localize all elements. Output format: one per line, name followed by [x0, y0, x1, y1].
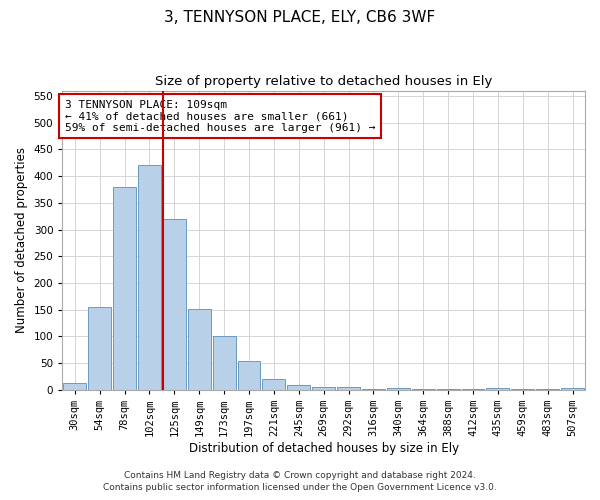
Bar [64, 383, 86, 390]
Bar [212, 336, 236, 390]
Bar [487, 388, 509, 390]
Bar [461, 389, 484, 390]
Bar [287, 384, 310, 390]
Bar [88, 307, 111, 390]
Text: 3, TENNYSON PLACE, ELY, CB6 3WF: 3, TENNYSON PLACE, ELY, CB6 3WF [164, 10, 436, 25]
Bar [387, 388, 410, 390]
Bar [337, 387, 360, 390]
Bar [138, 166, 161, 390]
Bar [262, 379, 286, 390]
Bar [561, 388, 584, 390]
X-axis label: Distribution of detached houses by size in Ely: Distribution of detached houses by size … [188, 442, 459, 455]
Bar [412, 389, 434, 390]
Bar [312, 387, 335, 390]
Bar [188, 308, 211, 390]
Bar [238, 360, 260, 390]
Bar [536, 389, 559, 390]
Bar [511, 389, 534, 390]
Bar [113, 187, 136, 390]
Bar [163, 219, 186, 390]
Bar [362, 389, 385, 390]
Title: Size of property relative to detached houses in Ely: Size of property relative to detached ho… [155, 75, 493, 88]
Y-axis label: Number of detached properties: Number of detached properties [15, 147, 28, 333]
Text: Contains HM Land Registry data © Crown copyright and database right 2024.
Contai: Contains HM Land Registry data © Crown c… [103, 471, 497, 492]
Bar [437, 389, 460, 390]
Text: 3 TENNYSON PLACE: 109sqm
← 41% of detached houses are smaller (661)
59% of semi-: 3 TENNYSON PLACE: 109sqm ← 41% of detach… [65, 100, 376, 132]
